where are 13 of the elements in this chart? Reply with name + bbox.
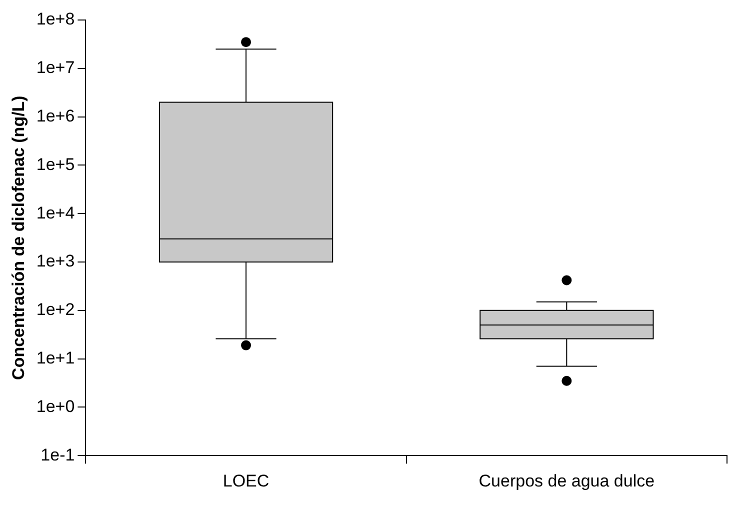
y-tick-label: 1e+8 <box>36 10 75 29</box>
x-tick-label: LOEC <box>222 471 270 490</box>
y-tick-label: 1e+4 <box>36 203 75 222</box>
y-axis-title: Concentración de diclofenac (ng/L) <box>8 96 28 380</box>
y-tick-label: 1e+1 <box>36 348 75 368</box>
y-tick-label: 1e+2 <box>36 300 75 320</box>
y-tick-label: 1e-1 <box>40 445 75 464</box>
y-tick-label: 1e+7 <box>36 58 75 78</box>
y-tick-label: 1e+3 <box>36 252 75 271</box>
y-tick-label: 1e+6 <box>36 106 75 126</box>
y-tick-label: 1e+5 <box>36 154 75 174</box>
x-tick-label: Cuerpos de agua dulce <box>478 471 655 490</box>
y-tick-label: 1e+0 <box>36 396 75 416</box>
